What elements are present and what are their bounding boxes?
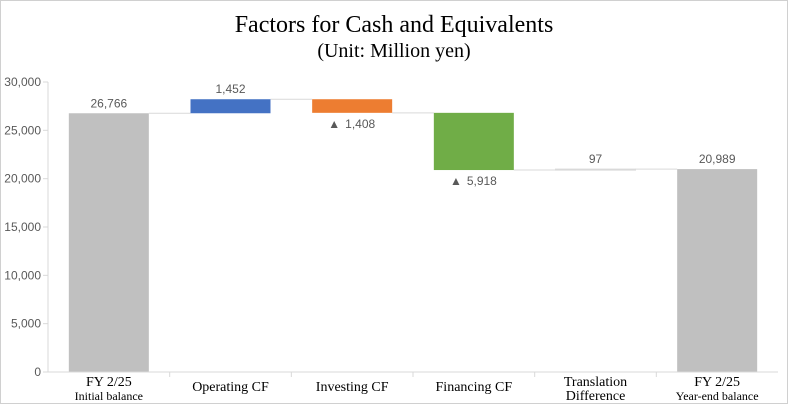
y-tick-label: 20,000 (4, 172, 41, 186)
bar-increase (190, 99, 271, 114)
bar-total (677, 169, 758, 372)
y-tick-label: 0 (34, 365, 41, 379)
negative-marker: ▲ (328, 117, 340, 131)
bar-total (68, 113, 149, 373)
x-category-label: Year-end balance (676, 389, 759, 403)
y-tick-label: 25,000 (4, 123, 41, 137)
bar-decrease (433, 112, 514, 171)
data-label: 97 (589, 152, 603, 166)
chart-subtitle: (Unit: Million yen) (317, 40, 470, 62)
x-category-label: Difference (566, 389, 626, 403)
x-category-label: FY 2/25 (694, 375, 740, 390)
negative-marker: ▲ (450, 174, 462, 188)
data-label: 26,766 (90, 96, 127, 110)
bar-layer (68, 99, 758, 373)
x-category-label: Operating CF (192, 380, 269, 395)
connector-layer (148, 98, 678, 171)
data-label: 20,989 (699, 152, 736, 166)
y-tick-label: 30,000 (4, 75, 41, 89)
data-label: 5,918 (467, 174, 497, 188)
y-tick-label: 15,000 (4, 220, 41, 234)
y-tick-label: 10,000 (4, 268, 41, 282)
x-category-label: Initial balance (75, 389, 143, 403)
x-category-label: Translation (564, 375, 627, 390)
data-label: 1,408 (345, 117, 375, 131)
x-category-label: Financing CF (436, 380, 513, 395)
chart-title: Factors for Cash and Equivalents (235, 12, 554, 38)
bar-decrease (312, 99, 393, 113)
x-category-label: Investing CF (316, 380, 389, 395)
data-label: 1,452 (215, 82, 245, 96)
axis-layer: 0 5,000 10,000 15,000 20,000 25,000 30,000 (4, 75, 778, 379)
x-category-label: FY 2/25 (86, 375, 132, 390)
y-tick-label: 5,000 (11, 317, 41, 331)
bar-increase (555, 168, 636, 171)
